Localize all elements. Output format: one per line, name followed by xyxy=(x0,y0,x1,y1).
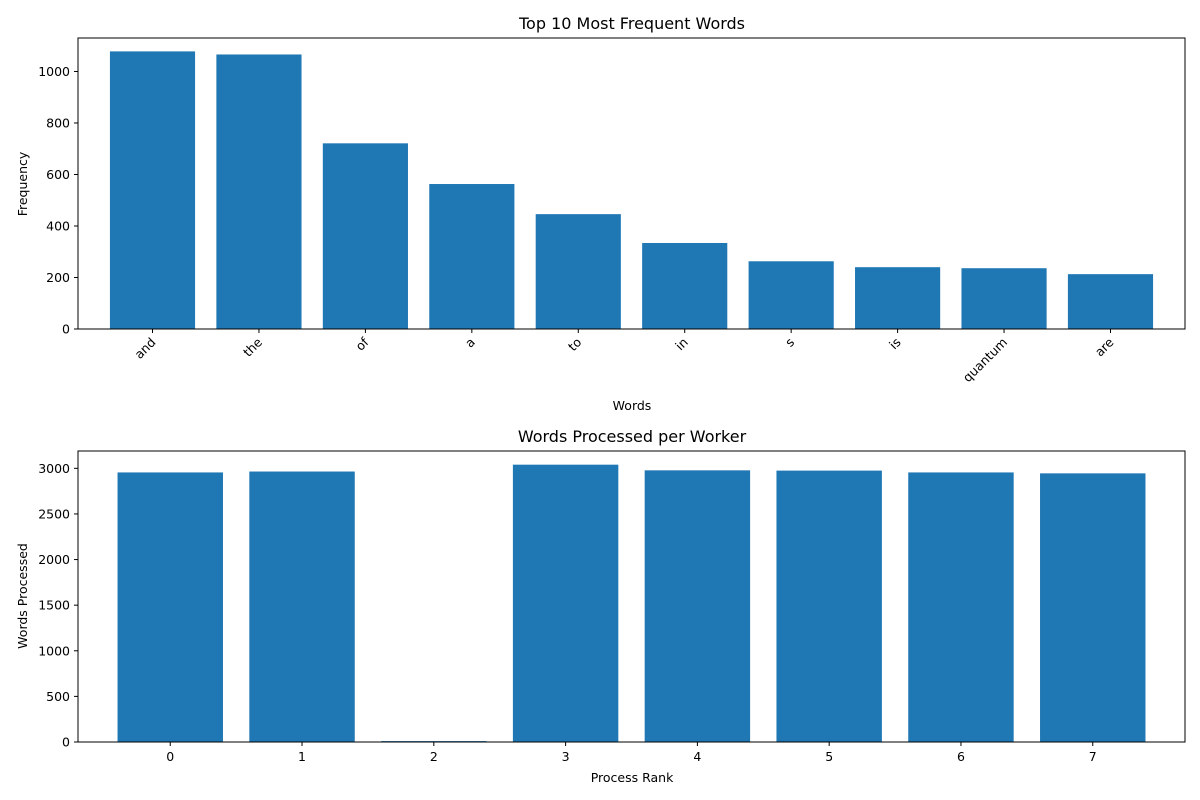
chart-title: Top 10 Most Frequent Words xyxy=(518,14,745,33)
x-tick-label: is xyxy=(886,335,904,353)
x-tick-label: quantum xyxy=(960,335,1011,386)
x-tick-label: 3 xyxy=(562,749,570,764)
y-tick-label: 400 xyxy=(46,218,70,233)
bar-6 xyxy=(908,472,1014,742)
bar-7 xyxy=(1040,473,1146,742)
y-tick-label: 3000 xyxy=(38,461,70,476)
x-tick-label: a xyxy=(462,335,478,351)
x-tick-label: are xyxy=(1092,334,1117,359)
x-tick-label: to xyxy=(565,335,584,354)
x-tick-label: and xyxy=(131,335,158,362)
y-tick-label: 200 xyxy=(46,270,70,285)
axes-frame xyxy=(77,450,1186,743)
bar-a xyxy=(429,184,515,329)
x-tick-label: 5 xyxy=(825,749,833,764)
bar-in xyxy=(642,242,728,329)
x-tick-label: 1 xyxy=(298,749,306,764)
bar-are xyxy=(1067,274,1154,329)
y-tick-label: 1000 xyxy=(38,643,70,658)
x-axis-label: Process Rank xyxy=(591,770,674,785)
y-tick-label: 0 xyxy=(62,735,70,750)
y-axis-label: Frequency xyxy=(15,151,30,216)
bar-and xyxy=(109,51,196,329)
bar-5 xyxy=(776,470,882,742)
plot-area: 0 200 400 600 800 1000 and the of a to in s is quantum… xyxy=(38,37,1186,386)
bar-s xyxy=(748,261,834,329)
bar-0 xyxy=(117,472,223,742)
y-tick-label: 1000 xyxy=(38,64,70,79)
plot-area: 0 500 1000 1500 2000 2500 3000 0 1 2 3 4 5 6 7 xyxy=(38,450,1186,764)
bar-is xyxy=(855,267,941,329)
y-tick-label: 0 xyxy=(62,322,70,337)
bar-of xyxy=(322,143,408,329)
x-tick-label: s xyxy=(782,335,797,350)
bar-4 xyxy=(644,470,751,742)
x-tick-label: in xyxy=(672,335,691,354)
y-tick-label: 2000 xyxy=(38,552,70,567)
y-tick-label: 600 xyxy=(46,167,70,182)
x-tick-label: the xyxy=(240,334,265,359)
chart-top-frequent-words: Top 10 Most Frequent Words 0 200 400 600 800… xyxy=(15,14,1186,413)
axes-frame xyxy=(77,37,1186,330)
y-tick-label: 2500 xyxy=(38,506,70,521)
y-axis-label: Words Processed xyxy=(15,543,30,649)
bar-1 xyxy=(249,471,355,742)
y-tick-label: 500 xyxy=(46,689,70,704)
y-tick-label: 1500 xyxy=(38,598,70,613)
y-tick-label: 800 xyxy=(46,115,70,130)
bar-the xyxy=(216,54,302,329)
bar-to xyxy=(535,214,621,329)
x-tick-label: 6 xyxy=(957,749,965,764)
bar-3 xyxy=(512,464,619,742)
x-tick-label: 7 xyxy=(1089,749,1097,764)
chart-words-per-worker: Words Processed per Worker 0 500 1000 1500 2… xyxy=(15,427,1186,785)
x-tick-label: 0 xyxy=(166,749,174,764)
x-tick-label: 4 xyxy=(693,749,701,764)
x-tick-label: 2 xyxy=(430,749,438,764)
bar-quantum xyxy=(961,268,1047,329)
chart-title: Words Processed per Worker xyxy=(518,427,747,446)
x-axis-label: Words xyxy=(613,398,652,413)
x-tick-label: of xyxy=(352,334,372,354)
